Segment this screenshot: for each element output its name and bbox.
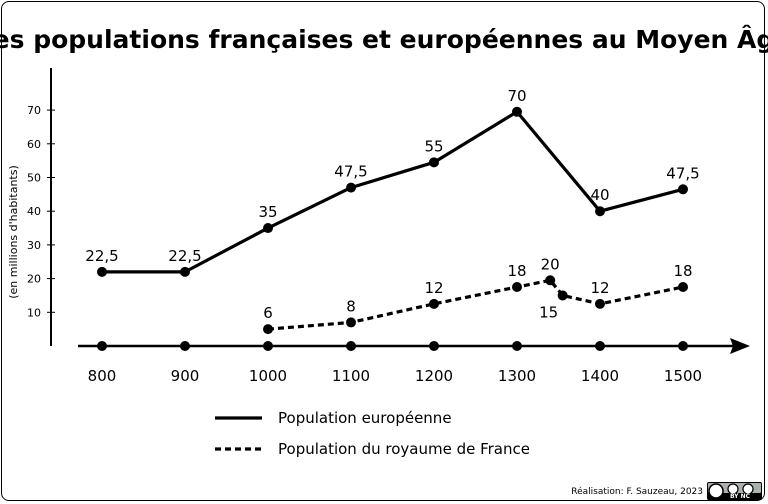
- data-label: 18: [673, 262, 692, 280]
- data-point: [595, 206, 605, 217]
- data-label: 20: [541, 255, 560, 273]
- x-axis-marker: [346, 341, 356, 351]
- data-label: 12: [590, 279, 609, 297]
- x-axis-marker: [595, 341, 605, 351]
- cc-by-nc-badge: BY NC: [707, 482, 762, 500]
- x-tick-label: 1400: [581, 367, 619, 385]
- data-label: 12: [424, 279, 443, 297]
- x-axis-marker: [512, 341, 522, 351]
- y-tick-label: 20: [27, 273, 41, 286]
- y-axis: 10 20 30 40 50 60 70: [27, 68, 55, 346]
- x-axis-marker: [180, 341, 190, 351]
- y-tick-label: 40: [27, 205, 41, 218]
- y-tick-label: 30: [27, 239, 41, 252]
- x-tick-label: 1000: [249, 367, 287, 385]
- data-point: [263, 324, 273, 335]
- y-tick-label: 60: [27, 138, 41, 151]
- x-tick-label: 1300: [498, 367, 536, 385]
- x-axis-arrow: [730, 338, 750, 354]
- data-label: 8: [346, 297, 356, 315]
- data-point: [512, 282, 522, 293]
- data-point: [595, 298, 605, 309]
- series-line-france: [267, 278, 684, 331]
- data-label: 70: [507, 87, 526, 105]
- data-label: 35: [258, 203, 277, 221]
- legend-label: Population du royaume de France: [278, 440, 530, 458]
- x-axis-marker: [678, 341, 688, 351]
- x-tick-label: 800: [88, 367, 117, 385]
- data-label: 22,5: [85, 247, 118, 265]
- y-tick-label: 50: [27, 172, 41, 185]
- data-label: 55: [424, 137, 443, 155]
- credit-text: Réalisation: F. Sauzeau, 2023: [571, 486, 703, 497]
- data-point: [678, 184, 688, 195]
- data-point: [97, 266, 107, 277]
- legend: Population européenne Population du royau…: [215, 409, 530, 458]
- data-point: [429, 157, 439, 168]
- x-axis-marker: [97, 341, 107, 351]
- data-label: 18: [507, 262, 526, 280]
- data-point: [678, 282, 688, 293]
- data-point: [545, 275, 556, 286]
- data-label: 22,5: [168, 247, 201, 265]
- chart-title: Les populations françaises et européenne…: [0, 25, 768, 54]
- data-label: 15: [539, 303, 558, 321]
- data-point: [512, 106, 522, 117]
- y-tick-label: 70: [27, 104, 41, 117]
- series-layer: 22,5 22,5 35 47,5 55 70 40 47,5 6 8 12 18 20 15 12 18: [85, 87, 700, 335]
- data-label: 47,5: [666, 164, 699, 182]
- data-point: [429, 298, 439, 309]
- data-point: [557, 290, 568, 301]
- data-point: [346, 182, 356, 193]
- data-label: 47,5: [334, 163, 367, 181]
- series-line-europe: [102, 110, 684, 274]
- data-point: [180, 266, 190, 277]
- x-tick-label: 1200: [415, 367, 453, 385]
- x-axis-marker: [429, 341, 439, 351]
- data-point: [346, 317, 356, 328]
- x-axis-marker: [263, 341, 273, 351]
- y-tick-label: 10: [27, 306, 41, 319]
- data-label: 6: [263, 304, 273, 322]
- data-point: [263, 223, 273, 234]
- x-tick-label: 1100: [332, 367, 370, 385]
- data-label: 40: [590, 186, 609, 204]
- legend-label: Population européenne: [278, 409, 452, 427]
- x-tick-label: 900: [171, 367, 200, 385]
- y-axis-label: (en millions d'habitants): [7, 165, 20, 299]
- cc-badge-label: BY NC: [730, 493, 751, 500]
- x-axis: 800 900 1000 1100 1200 1300 1400 1500: [78, 338, 750, 385]
- x-tick-label: 1500: [664, 367, 702, 385]
